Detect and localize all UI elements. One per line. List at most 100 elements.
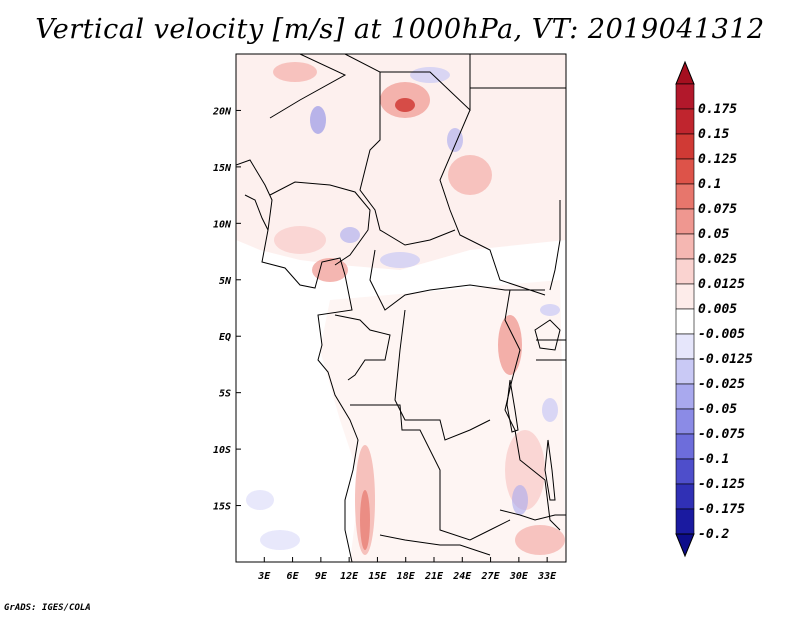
colorbar-swatch: [675, 458, 695, 485]
field-patch: [498, 315, 522, 375]
x-tick-label: 33E: [537, 571, 557, 582]
coastline-east: [549, 200, 561, 291]
colorbar-label: 0.15: [698, 127, 729, 142]
field-patch: [340, 227, 360, 243]
border: [394, 309, 491, 441]
colorbar-swatch: [675, 333, 695, 360]
colorbar-swatch: [675, 183, 695, 210]
colorbar-label: 0.025: [698, 252, 737, 267]
field-patch: [540, 304, 560, 316]
lake-malawi: [544, 439, 556, 501]
border: [269, 181, 371, 266]
colorbar-label: 0.05: [698, 227, 729, 242]
y-tick-label: 15S: [213, 502, 231, 513]
field-patch: [260, 530, 300, 550]
colorbar-label: -0.1: [698, 452, 729, 467]
colorbar-swatch: [675, 483, 695, 510]
colorbar-swatch: [675, 358, 695, 385]
x-tick-label: 3E: [257, 571, 271, 582]
y-tick-label: 5N: [219, 276, 232, 287]
coastline-west-africa: [236, 159, 359, 562]
field-patch: [246, 490, 274, 510]
x-tick-label: 6E: [287, 571, 300, 582]
border: [334, 314, 391, 381]
border: [536, 339, 566, 361]
map-frame: [235, 53, 567, 563]
colorbar-swatch: [675, 408, 695, 435]
field-patch: [512, 485, 528, 515]
x-tick-label: 9E: [315, 571, 328, 582]
border: [244, 194, 269, 231]
border: [350, 404, 511, 541]
x-tick-label: 27E: [481, 571, 501, 582]
border: [344, 54, 456, 246]
velocity-field: [236, 54, 566, 562]
border: [439, 109, 546, 296]
colorbar-label: 0.1: [698, 177, 721, 192]
colorbar-label: 0.125: [698, 152, 737, 167]
colorbar-swatch: [675, 258, 695, 285]
y-axis: 20N 15N 10N 5N EQ 5S 10S 15S: [212, 106, 241, 513]
field-patch: [360, 490, 370, 550]
colorbar-swatch: [675, 233, 695, 260]
y-tick-label: 5S: [219, 389, 231, 400]
x-axis: 3E 6E 9E 12E 15E 18E 21E 24E 27E 30E 33E: [257, 557, 557, 582]
colorbar-swatch: [675, 208, 695, 235]
colorbar-label: 0.0125: [698, 277, 745, 292]
field-patch: [380, 252, 420, 268]
y-tick-label: 20N: [212, 106, 232, 117]
colorbar-label: 0.075: [698, 202, 737, 217]
border: [369, 249, 545, 311]
map-title: Vertical velocity [m/s] at 1000hPa, VT: …: [35, 14, 765, 45]
field-patch: [515, 525, 565, 555]
field-patch: [273, 62, 317, 82]
y-tick-label: 15N: [213, 163, 232, 174]
field-patch: [395, 98, 415, 112]
coastlines-borders: [236, 54, 566, 562]
field-patch: [447, 128, 463, 152]
colorbar-swatch: [675, 133, 695, 160]
border: [380, 54, 471, 112]
border: [379, 534, 491, 556]
colorbar-swatch: [675, 508, 695, 535]
x-tick-label: 24E: [452, 571, 472, 582]
colorbar-label: -0.125: [698, 477, 745, 492]
field-patch: [448, 155, 492, 195]
colorbar-swatch: [675, 158, 695, 185]
x-tick-label: 21E: [424, 571, 444, 582]
colorbar-label: -0.005: [698, 327, 745, 342]
lake-tanganyika: [506, 379, 519, 433]
colorbar-label: -0.05: [698, 402, 737, 417]
colorbar-swatch: [675, 433, 695, 460]
colorbar-swatch: [675, 383, 695, 410]
border: [269, 54, 347, 119]
y-tick-label: 10N: [213, 219, 232, 230]
colorbar-swatch: [675, 308, 695, 335]
x-tick-label: 15E: [368, 571, 387, 582]
x-tick-label: 18E: [397, 571, 416, 582]
colorbar-swatch: [675, 108, 695, 135]
colorbar-label: -0.175: [698, 502, 745, 517]
y-tick-label: EQ: [219, 332, 231, 343]
colorbar: 0.175 0.15 0.125 0.1 0.075 0.05 0.025 0.0125 0.0…: [675, 60, 753, 558]
colorbar-label: -0.025: [698, 377, 745, 392]
border: [499, 509, 566, 521]
map-plot-area: [236, 54, 566, 562]
credit-text: GrADS: IGES/COLA: [4, 603, 91, 613]
field-patch: [410, 67, 450, 83]
x-tick-label: 12E: [340, 571, 359, 582]
field-patch: [542, 398, 558, 422]
colorbar-swatch: [675, 283, 695, 310]
colorbar-label: 0.175: [698, 102, 737, 117]
colorbar-top-arrow: [675, 60, 695, 85]
colorbar-label: 0.005: [698, 302, 737, 317]
colorbar-swatch: [675, 83, 695, 110]
colorbar-label: -0.075: [698, 427, 745, 442]
x-tick-label: 30E: [509, 571, 529, 582]
colorbar-bottom-arrow: [675, 533, 695, 558]
colorbar-label: -0.0125: [698, 352, 753, 367]
field-patch: [310, 106, 326, 134]
field-patch: [274, 226, 326, 254]
colorbar-label: -0.2: [698, 527, 729, 542]
